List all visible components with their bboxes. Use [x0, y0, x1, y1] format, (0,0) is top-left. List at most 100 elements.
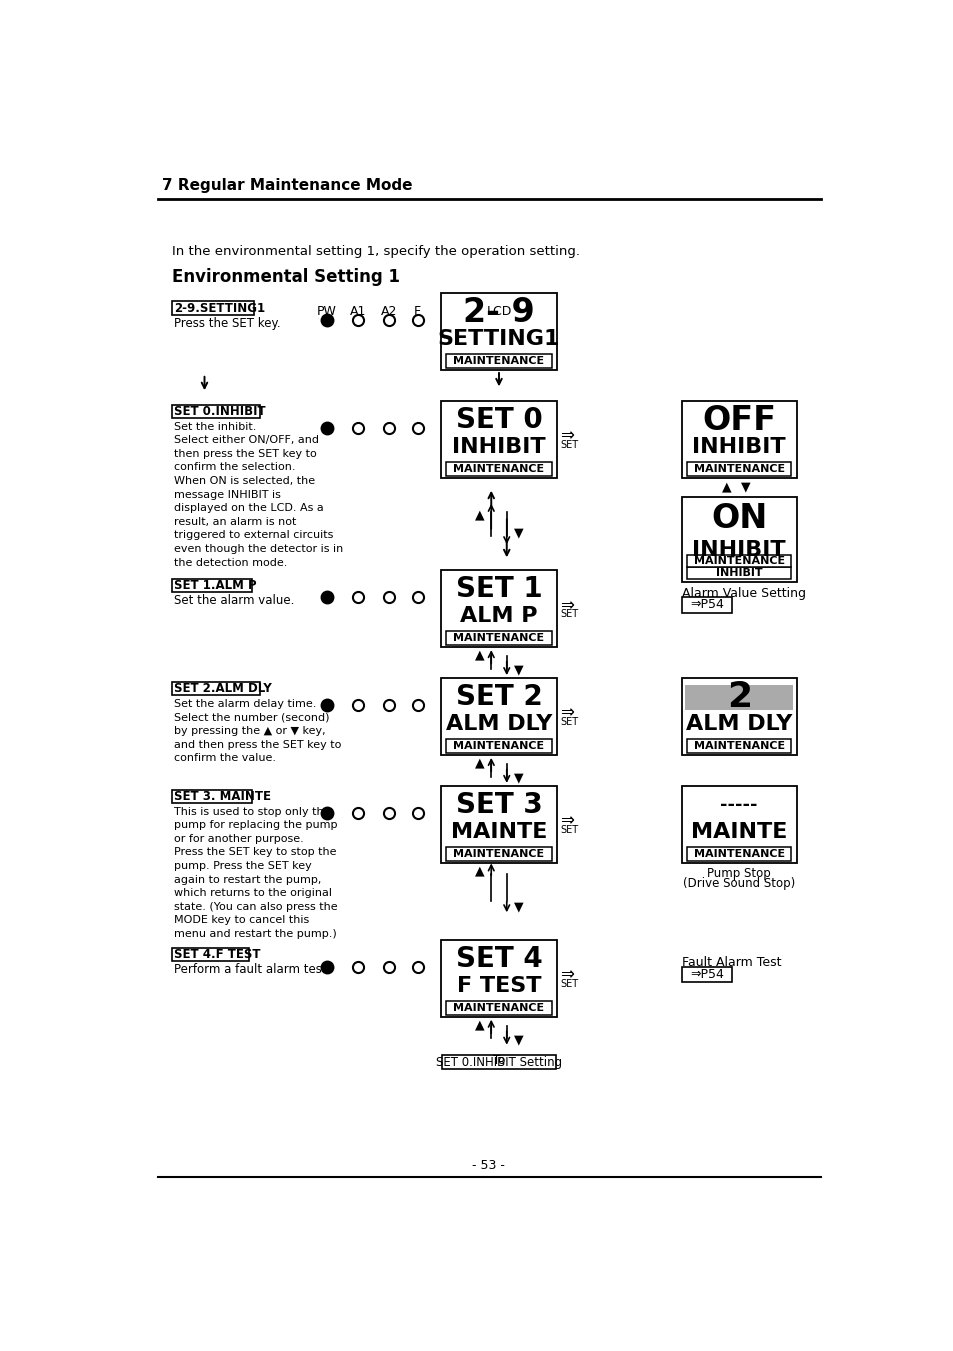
Text: SET: SET	[559, 439, 578, 450]
Text: SET: SET	[559, 609, 578, 619]
Bar	[172, 790, 252, 802]
Text: 2- 9: 2- 9	[462, 296, 535, 328]
Text: ⇒: ⇒	[559, 427, 574, 444]
Text: ⇒P54: ⇒P54	[689, 598, 723, 612]
Text: Fault Alarm Test: Fault Alarm Test	[681, 957, 781, 970]
Text: MAINTENANCE: MAINTENANCE	[453, 1002, 544, 1013]
Text: ▼: ▼	[513, 527, 522, 540]
Bar	[686, 567, 790, 580]
Text: 2: 2	[726, 681, 751, 715]
Text: (Drive Sound Stop): (Drive Sound Stop)	[682, 877, 795, 890]
Bar	[686, 847, 790, 861]
Text: PW: PW	[316, 304, 336, 317]
Bar	[172, 405, 259, 417]
Text: ▲: ▲	[475, 508, 484, 521]
Text: MAINTENANCE: MAINTENANCE	[453, 355, 544, 366]
Text: ALM P: ALM P	[459, 607, 537, 627]
Text: ⇒: ⇒	[559, 966, 574, 984]
Bar	[440, 678, 557, 755]
Text: SET 0: SET 0	[456, 407, 542, 434]
Text: Pump Stop: Pump Stop	[706, 867, 770, 880]
Bar	[446, 354, 551, 367]
Text: ▲: ▲	[475, 648, 484, 662]
Text: -----: -----	[720, 796, 758, 815]
Text: SET 4.F TEST: SET 4.F TEST	[174, 948, 260, 962]
Text: Set the inhibit.
Select either ON/OFF, and
then press the SET key to
confirm the: Set the inhibit. Select either ON/OFF, a…	[174, 422, 343, 567]
Bar	[446, 847, 551, 861]
Bar	[681, 597, 732, 612]
Text: ▲: ▲	[475, 757, 484, 769]
Text: ▲: ▲	[475, 865, 484, 877]
Bar	[446, 1001, 551, 1015]
Text: MAINTENANCE: MAINTENANCE	[453, 463, 544, 474]
Text: ▲: ▲	[475, 1019, 484, 1031]
Text: ON: ON	[710, 501, 766, 535]
Bar	[681, 401, 796, 478]
Text: ⇒: ⇒	[559, 812, 574, 830]
Text: F: F	[414, 304, 420, 317]
Text: ▼: ▼	[513, 771, 522, 785]
Bar	[446, 462, 551, 476]
Text: 2-9.SETTING1: 2-9.SETTING1	[174, 301, 265, 315]
Text: A1: A1	[350, 304, 366, 317]
Bar	[440, 570, 557, 647]
Text: INHIBIT: INHIBIT	[715, 569, 761, 578]
Text: To: To	[493, 1054, 505, 1067]
Text: MAINTE: MAINTE	[451, 821, 547, 842]
Text: SET 2: SET 2	[456, 684, 542, 711]
Text: SET 1: SET 1	[456, 576, 541, 604]
Text: ▼: ▼	[513, 1034, 522, 1047]
Bar	[441, 1055, 556, 1069]
Text: 7 Regular Maintenance Mode: 7 Regular Maintenance Mode	[162, 178, 412, 193]
Bar	[172, 682, 259, 694]
Text: MAINTENANCE: MAINTENANCE	[453, 634, 544, 643]
Text: ▼: ▼	[513, 900, 522, 913]
Bar	[440, 293, 557, 370]
Bar	[172, 948, 249, 962]
Bar	[684, 685, 793, 709]
Bar	[681, 678, 796, 755]
Text: ⇒: ⇒	[559, 704, 574, 721]
Text: MAINTENANCE: MAINTENANCE	[693, 848, 784, 859]
Text: Set the alarm delay time.
Select the number (second)
by pressing the ▲ or ▼ key,: Set the alarm delay time. Select the num…	[174, 698, 341, 763]
Text: INHIBIT: INHIBIT	[692, 436, 785, 457]
Text: SET 0.INHIBIT Setting: SET 0.INHIBIT Setting	[436, 1055, 561, 1069]
Bar	[172, 301, 253, 315]
Text: F TEST: F TEST	[456, 975, 540, 996]
Text: Set the alarm value.: Set the alarm value.	[174, 593, 294, 607]
Bar	[686, 462, 790, 476]
Text: OFF: OFF	[701, 404, 776, 436]
Text: ▲: ▲	[721, 481, 731, 493]
Bar	[446, 631, 551, 644]
Text: Press the SET key.: Press the SET key.	[174, 316, 280, 330]
Bar	[686, 555, 790, 567]
Text: ALM DLY: ALM DLY	[685, 715, 792, 734]
Text: SET 1.ALM P: SET 1.ALM P	[174, 578, 256, 592]
Text: INHIBIT: INHIBIT	[452, 436, 545, 457]
Text: MAINTENANCE: MAINTENANCE	[693, 557, 784, 566]
Text: MAINTENANCE: MAINTENANCE	[453, 848, 544, 859]
Text: MAINTENANCE: MAINTENANCE	[453, 740, 544, 751]
Text: SET: SET	[559, 824, 578, 835]
Bar	[440, 401, 557, 478]
Bar	[681, 967, 732, 982]
Bar	[681, 497, 796, 582]
Text: SET 0.INHIBIT: SET 0.INHIBIT	[174, 405, 266, 417]
Bar	[681, 786, 796, 863]
Bar	[440, 940, 557, 1017]
Text: Environmental Setting 1: Environmental Setting 1	[172, 269, 399, 286]
Text: MAINTENANCE: MAINTENANCE	[693, 463, 784, 474]
Text: ▼: ▼	[740, 481, 749, 493]
Text: MAINTENANCE: MAINTENANCE	[693, 740, 784, 751]
Text: Perform a fault alarm test.: Perform a fault alarm test.	[174, 963, 331, 977]
Text: Alarm Value Setting: Alarm Value Setting	[681, 586, 805, 600]
Text: SET 3. MAINTE: SET 3. MAINTE	[174, 790, 271, 802]
Text: INHIBIT: INHIBIT	[692, 539, 785, 559]
Text: MAINTE: MAINTE	[690, 821, 786, 842]
Text: A2: A2	[380, 304, 396, 317]
Text: SET: SET	[559, 978, 578, 989]
Text: SET 2.ALM DLY: SET 2.ALM DLY	[174, 682, 272, 694]
Text: ⇒: ⇒	[559, 596, 574, 613]
Bar	[172, 578, 252, 592]
Text: SET 3: SET 3	[456, 792, 542, 819]
